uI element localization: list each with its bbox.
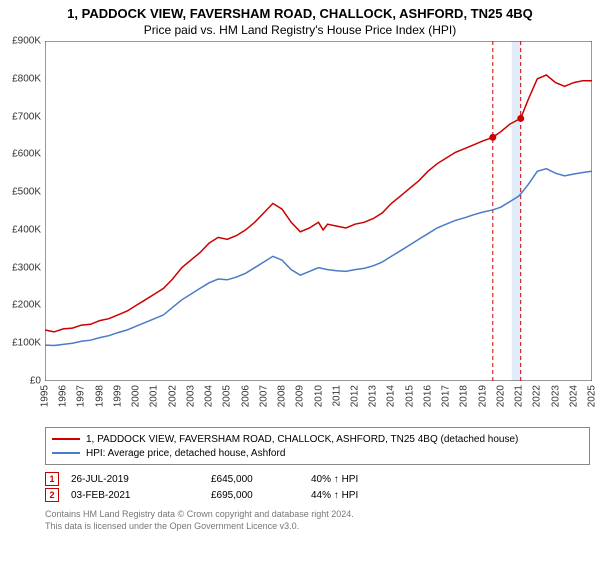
chart-title-address: 1, PADDOCK VIEW, FAVERSHAM ROAD, CHALLOC… [0,6,600,21]
x-tick-label: 2002 [167,385,178,407]
legend-row-property: 1, PADDOCK VIEW, FAVERSHAM ROAD, CHALLOC… [52,432,583,446]
x-tick-label: 1997 [76,385,87,407]
x-tick-label: 1995 [40,385,51,407]
legend-label-hpi: HPI: Average price, detached house, Ashf… [86,448,285,459]
x-tick-label: 2019 [477,385,488,407]
x-tick-label: 2011 [331,385,342,407]
x-tick-label: 1996 [58,385,69,407]
y-tick-label: £600K [12,149,41,160]
y-tick-label: £900K [12,36,41,47]
x-tick-label: 2018 [459,385,470,407]
title-block: 1, PADDOCK VIEW, FAVERSHAM ROAD, CHALLOC… [0,6,600,37]
x-tick-label: 1998 [94,385,105,407]
x-tick-label: 2022 [532,385,543,407]
x-tick-label: 2008 [277,385,288,407]
legend-box: 1, PADDOCK VIEW, FAVERSHAM ROAD, CHALLOC… [45,427,590,465]
chart-area: 12£0£100K£200K£300K£400K£500K£600K£700K£… [45,41,592,421]
series-property [45,75,592,332]
sale-price-2: £695,000 [211,490,311,501]
footer-line-2: This data is licensed under the Open Gov… [45,521,590,533]
x-tick-label: 2003 [185,385,196,407]
x-tick-label: 2025 [587,385,598,407]
sale-vs-hpi-2: 44% ↑ HPI [311,490,451,501]
x-tick-label: 2023 [550,385,561,407]
plot-region: 12£0£100K£200K£300K£400K£500K£600K£700K£… [45,41,592,381]
x-tick-label: 2000 [131,385,142,407]
x-tick-label: 2016 [422,385,433,407]
x-tick-label: 2015 [404,385,415,407]
legend-row-hpi: HPI: Average price, detached house, Ashf… [52,446,583,460]
x-tick-label: 2009 [295,385,306,407]
series-hpi [45,169,592,346]
x-tick-label: 2006 [240,385,251,407]
y-tick-label: £800K [12,73,41,84]
legend-label-property: 1, PADDOCK VIEW, FAVERSHAM ROAD, CHALLOC… [86,434,518,445]
y-tick-label: £200K [12,300,41,311]
sales-table: 1 26-JUL-2019£645,00040% ↑ HPI 2 03-FEB-202… [45,471,590,503]
x-tick-label: 2005 [222,385,233,407]
sale-row-2: 2 03-FEB-2021£695,00044% ↑ HPI [45,487,590,503]
x-tick-label: 2013 [368,385,379,407]
x-tick-label: 2007 [258,385,269,407]
y-tick-label: £700K [12,111,41,122]
sale-row-1: 1 26-JUL-2019£645,00040% ↑ HPI [45,471,590,487]
sale-price-1: £645,000 [211,474,311,485]
y-tick-label: £400K [12,224,41,235]
sale-row-marker-1: 1 [45,472,59,486]
sale-date-2: 03-FEB-2021 [71,490,211,501]
sale-band-2 [512,41,521,381]
y-tick-label: £300K [12,262,41,273]
footer-attribution: Contains HM Land Registry data © Crown c… [45,509,590,532]
sale-row-marker-2: 2 [45,488,59,502]
x-tick-label: 2020 [495,385,506,407]
legend-swatch-hpi [52,452,80,454]
sale-dot-2 [517,115,524,122]
x-tick-label: 2012 [349,385,360,407]
x-tick-label: 2004 [204,385,215,407]
x-tick-label: 2014 [386,385,397,407]
x-tick-label: 2021 [514,385,525,407]
x-tick-label: 2001 [149,385,160,407]
sale-vs-hpi-1: 40% ↑ HPI [311,474,451,485]
sale-date-1: 26-JUL-2019 [71,474,211,485]
y-tick-label: £500K [12,187,41,198]
x-tick-label: 2010 [313,385,324,407]
x-tick-label: 2017 [441,385,452,407]
footer-line-1: Contains HM Land Registry data © Crown c… [45,509,590,521]
x-tick-label: 1999 [112,385,123,407]
sale-dot-1 [489,134,496,141]
y-tick-label: £100K [12,338,41,349]
legend-swatch-property [52,438,80,440]
chart-subtitle: Price paid vs. HM Land Registry's House … [0,23,600,37]
x-tick-label: 2024 [568,385,579,407]
